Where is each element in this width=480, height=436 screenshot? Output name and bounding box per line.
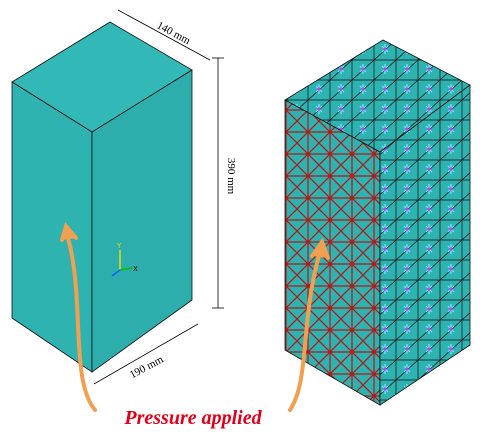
dimension-label: 390 mm — [225, 158, 237, 195]
axis-label: X — [133, 265, 138, 273]
axis-label: Y — [116, 242, 122, 250]
meshed-block — [284, 39, 471, 406]
annotation: Pressure applied — [123, 407, 262, 429]
dimension-label: 190 mm — [128, 353, 166, 381]
dimension-lines — [93, 9, 224, 385]
coordinate-triad: Y X — [111, 242, 138, 277]
dimension-label: 140 mm — [155, 20, 193, 48]
solid-block — [11, 21, 193, 373]
pressure-arrows — [60, 221, 330, 412]
